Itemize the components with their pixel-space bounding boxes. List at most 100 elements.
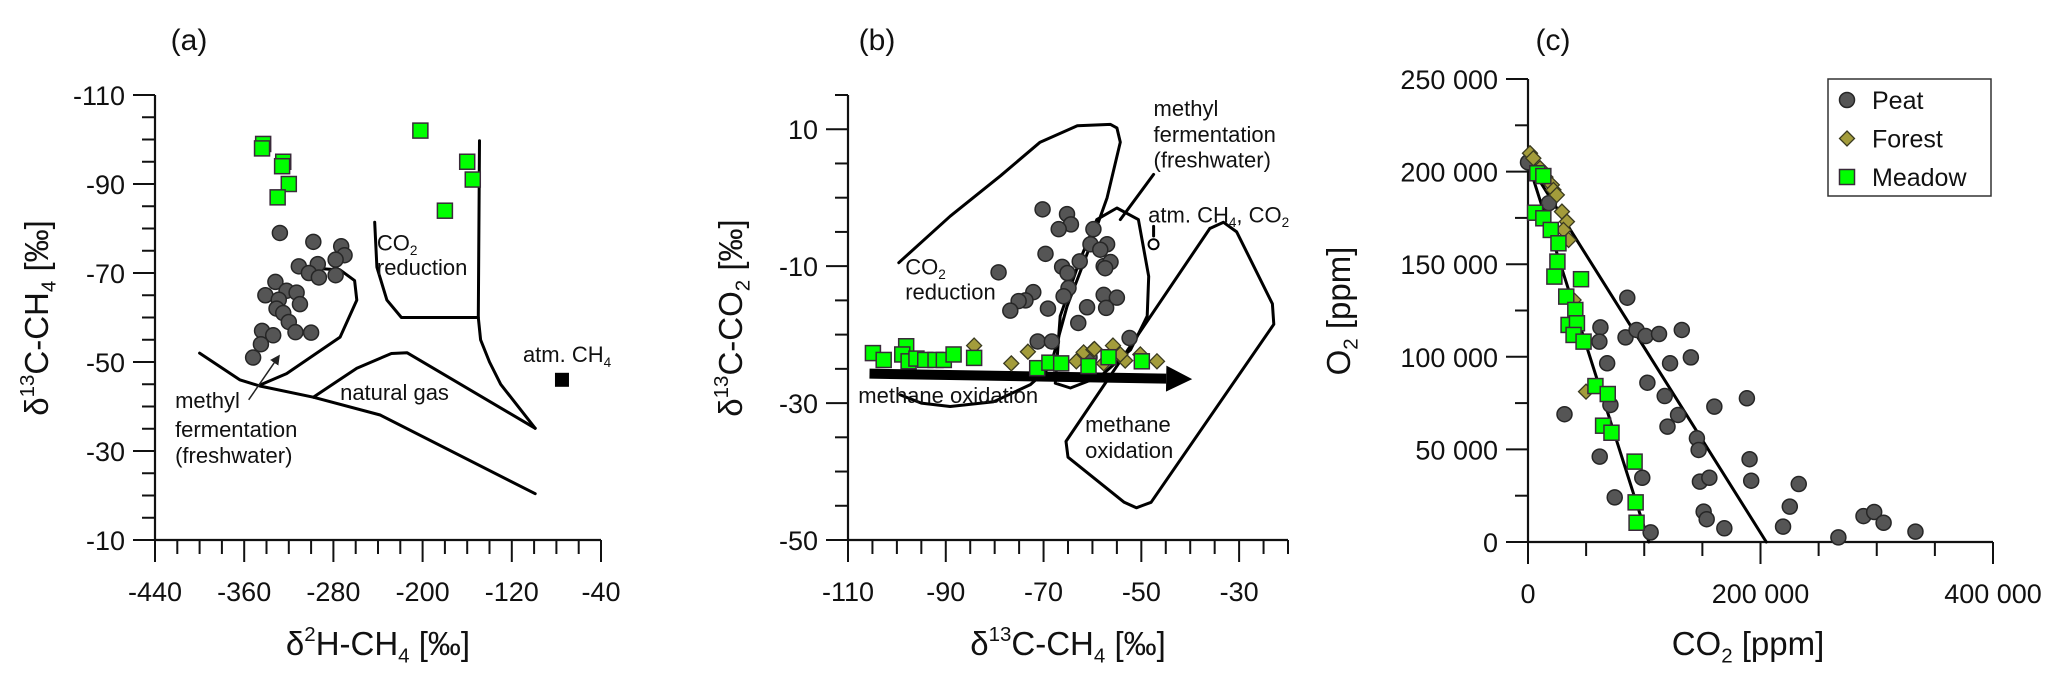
text-segment: [ppm] [1320,247,1357,339]
legend-label: Forest [1872,126,1943,154]
text-segment: δ [712,398,749,416]
data-point-peat [1738,390,1756,407]
data-point-meadow [1100,348,1117,366]
data-point-peat [1774,518,1792,535]
data-point-meadow [1628,514,1645,531]
data-point-peat [1059,264,1076,282]
data-point-peat [310,269,328,286]
y-tick-label: 150 000 [1400,250,1498,280]
annotation-label: reduction [377,255,468,280]
text-segment: 4 [398,644,409,667]
panel-title: (c) [1536,24,1571,57]
annotation-label: methane [1085,412,1171,437]
y-tick-label: 50 000 [1415,435,1498,465]
x-axis-title: δ13C-CH4 [‰] [970,623,1166,667]
reference-point [554,372,569,387]
y-tick-label: -90 [86,170,125,200]
text-segment: , CO [1236,202,1281,227]
text-segment: 2 [1282,215,1290,230]
text-segment: δ [970,625,988,662]
data-point-peat [1606,489,1623,506]
data-point-peat [1698,510,1715,528]
data-point-peat [990,264,1007,281]
data-point-peat [327,251,344,268]
data-point-meadow [1575,333,1592,350]
data-point-meadow [1080,357,1097,375]
data-point-meadow [1550,235,1567,252]
region-boundary [897,122,1122,408]
x-tick-label: -200 [396,577,450,607]
pointer-arrow [248,354,280,401]
text-segment: 2 [1339,338,1362,349]
text-segment: 2 [410,243,418,258]
data-point-peat [1690,441,1707,459]
trend-arrow-head [1165,365,1193,392]
data-point-peat [1029,333,1046,350]
data-point-meadow [1133,353,1151,370]
series-meadow [864,338,1151,377]
data-point-peat [252,335,270,353]
text-segment: 4 [1094,644,1105,667]
annotation-label: reduction [905,280,996,305]
data-point-peat [291,295,309,313]
text-segment: O [1320,350,1357,376]
data-point-peat [1741,450,1758,468]
text-segment: [‰] [1105,625,1166,662]
x-tick-label: -30 [1220,577,1259,607]
y-tick-label: 100 000 [1400,343,1498,373]
region-boundary [198,351,537,496]
text-segment: methane [1085,412,1171,437]
text-segment: methane oxidation [858,383,1038,408]
region-boundary [1118,172,1156,222]
x-tick-label: -110 [822,577,874,607]
data-point-peat [1830,529,1847,546]
annotation-label: methyl [175,388,240,413]
y-axis-title: δ13C-CH4 [‰] [16,220,60,416]
series-peat [244,224,353,366]
data-point-peat [1043,333,1061,350]
data-point-peat [264,327,282,344]
x-tick-label: -120 [485,577,539,607]
data-point-meadow [464,171,482,188]
text-segment: H-CH [316,625,398,662]
data-point-peat [1592,319,1609,336]
annotation-label: CO2 [905,254,946,282]
data-point-meadow [1599,385,1616,403]
text-segment: 2 [731,280,754,291]
annotation-label: atm. CH4, CO2 [1148,202,1289,230]
x-tick-label: 200 000 [1712,579,1810,609]
data-point-peat [1642,524,1659,541]
data-point-meadow [273,157,291,175]
data-point-peat [1619,289,1636,306]
data-point-meadow [1603,424,1620,441]
annotation-label: (freshwater) [1154,148,1271,173]
text-segment: oxidation [1085,438,1173,463]
annotation-label: oxidation [1085,438,1173,463]
data-point-peat [287,323,304,341]
text-segment: 4 [37,281,60,292]
text-segment: 2 [1721,644,1732,667]
data-point-meadow [1557,288,1575,305]
text-segment: fermentation [1154,122,1276,147]
text-segment: reduction [377,255,468,280]
annotation-label: methyl [1154,96,1219,121]
legend: Peat Forest Meadow [1827,78,1992,197]
x-tick-label: -40 [581,577,620,607]
y-tick-label: -70 [86,259,125,289]
x-tick-label: -70 [1024,577,1063,607]
y-tick-label: -50 [779,526,818,556]
data-point-peat [327,266,344,284]
x-tick-label: -440 [128,577,182,607]
reference-point [1147,238,1160,251]
data-point-peat [1034,201,1051,218]
text-segment: [‰] [18,220,55,281]
annotation-label: fermentation [1154,122,1276,147]
data-point-peat [1039,300,1057,317]
data-point-peat [244,349,262,366]
x-axis-title: δ2H-CH4 [‰] [286,623,470,667]
text-segment: 4 [604,355,612,370]
data-point-peat [1591,448,1608,465]
y-tick-label: -50 [86,348,125,378]
data-point-peat [305,233,322,251]
